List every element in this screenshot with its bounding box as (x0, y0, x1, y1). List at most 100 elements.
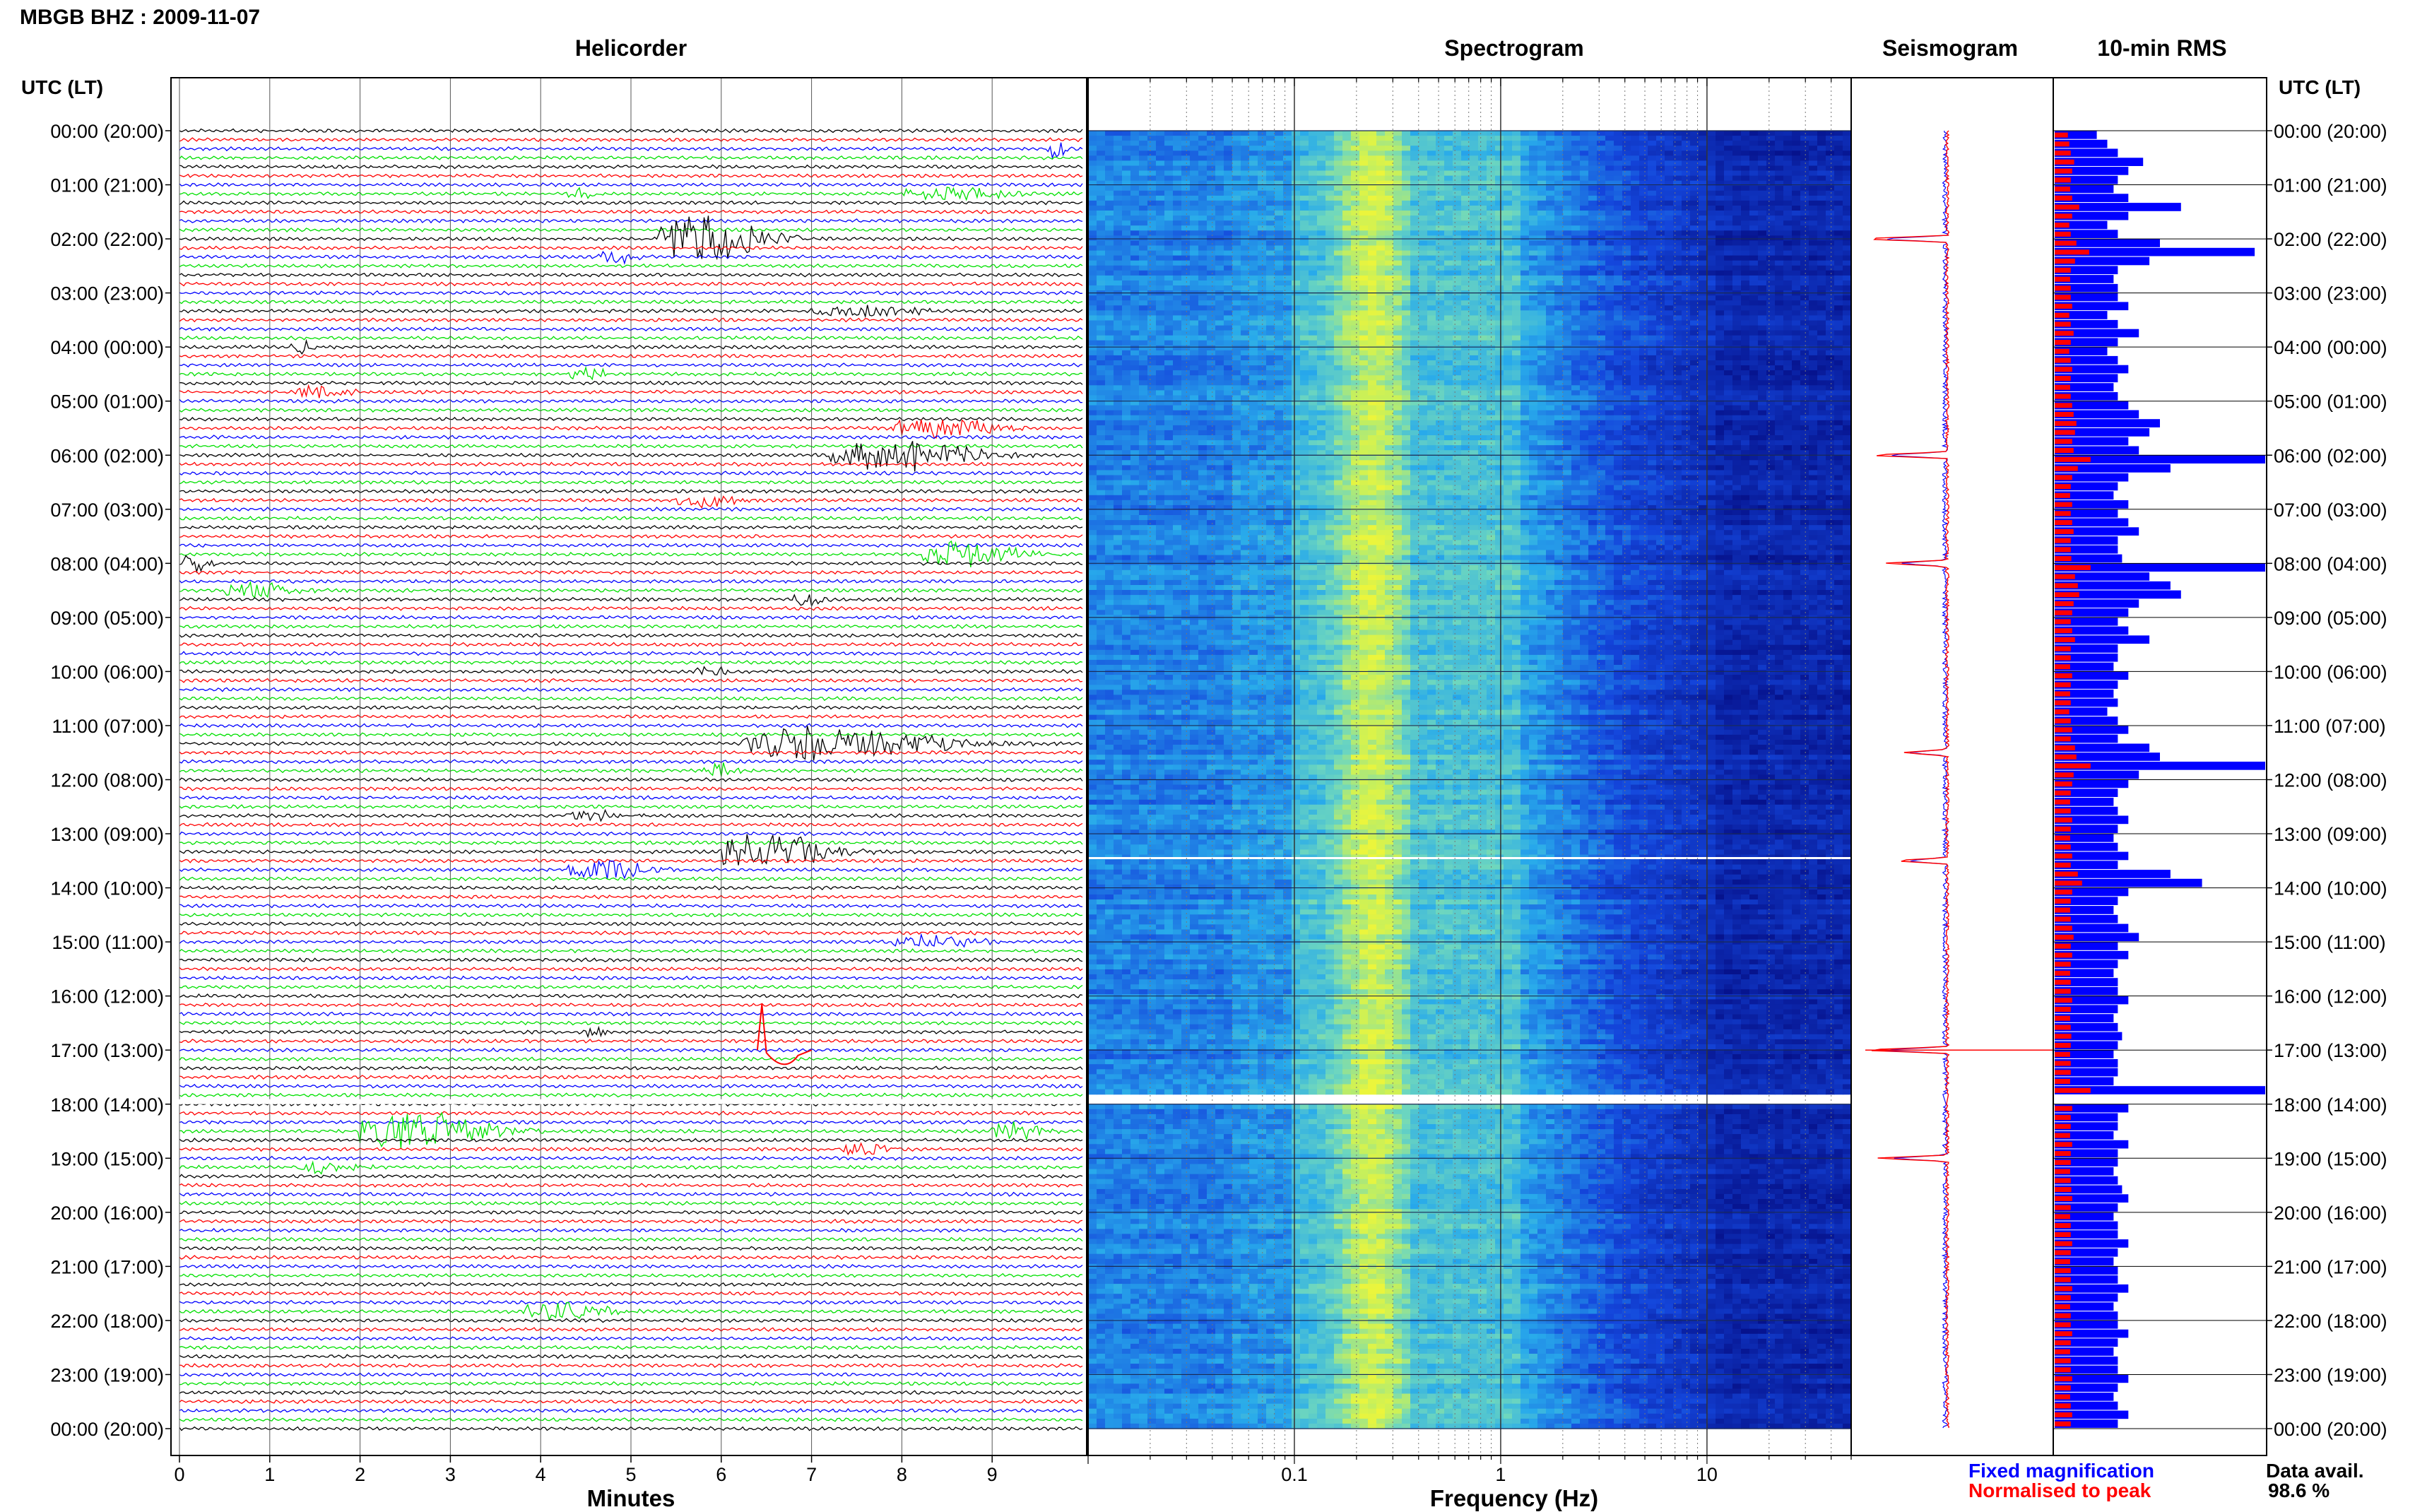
spectrogram-cell (1529, 136, 1538, 141)
spectrogram-cell (1198, 150, 1208, 156)
spectrogram-cell (1817, 150, 1826, 156)
spectrogram-cell (1317, 181, 1326, 187)
spectrogram-cell (1181, 141, 1191, 146)
spectrogram-cell (1563, 160, 1572, 166)
spectrogram-cell (1266, 131, 1275, 136)
spectrogram-cell (1648, 166, 1657, 172)
spectrogram-cell (1266, 160, 1275, 166)
spectrogram-cell (1325, 146, 1335, 151)
spectrogram-cell (1130, 146, 1140, 151)
spectrogram-cell (1614, 146, 1623, 151)
spectrogram-cell (1393, 160, 1403, 166)
spectrogram-cell (1673, 176, 1682, 182)
spectrogram-cell (1139, 155, 1148, 161)
spectrogram-cell (1368, 141, 1377, 146)
spectrogram-cell (1512, 155, 1521, 161)
spectrogram-cell (1597, 160, 1606, 166)
spectrogram-cell (1571, 186, 1581, 191)
spectrogram-cell (1402, 171, 1411, 177)
spectrogram-cell (1266, 155, 1275, 161)
spectrogram-cell (1571, 131, 1581, 136)
spectrogram-cell (1105, 176, 1114, 182)
spectrogram-cell (1309, 171, 1318, 177)
spectrogram-cell (1164, 181, 1174, 187)
spectrogram-cell (1792, 146, 1801, 151)
spectrogram-cell (1537, 155, 1547, 161)
spectrogram-cell (1444, 146, 1453, 151)
spectrogram-cell (1571, 160, 1581, 166)
spectrogram-cell (1656, 155, 1665, 161)
spectrogram-cell (1309, 146, 1318, 151)
spectrogram-cell (1114, 136, 1123, 141)
spectrogram-cell (1809, 181, 1818, 187)
spectrogram-cell (1614, 131, 1623, 136)
spectrogram-cell (1156, 186, 1165, 191)
spectrogram-cell (1699, 136, 1708, 141)
spectrogram-cell (1732, 150, 1742, 156)
spectrogram-cell (1478, 146, 1487, 151)
spectrogram-cell (1546, 155, 1555, 161)
spectrogram-cell (1139, 160, 1148, 166)
spectrogram-cell (1419, 136, 1428, 141)
spectrogram-cell (1758, 166, 1767, 172)
spectrogram-cell (1605, 131, 1614, 136)
spectrogram-cell (1122, 141, 1131, 146)
spectrogram-cell (1622, 155, 1631, 161)
spectrogram-cell (1198, 181, 1208, 187)
spectrogram-cell (1325, 176, 1335, 182)
spectrogram-cell (1444, 150, 1453, 156)
spectrogram-cell (1504, 166, 1513, 172)
spectrogram-cell (1546, 181, 1555, 187)
spectrogram-cell (1724, 181, 1733, 187)
spectrogram-cell (1410, 176, 1419, 182)
spectrogram-cell (1342, 146, 1352, 151)
spectrogram-cell (1792, 131, 1801, 136)
spectrogram-cell (1190, 141, 1199, 146)
spectrogram-cell (1478, 160, 1487, 166)
spectrogram-cell (1580, 146, 1589, 151)
spectrogram-cell (1834, 181, 1843, 187)
spectrogram-cell (1639, 150, 1648, 156)
spectrogram-cell (1588, 160, 1598, 166)
spectrogram-cell (1783, 155, 1793, 161)
spectrogram-cell (1478, 131, 1487, 136)
spectrogram-cell (1724, 146, 1733, 151)
spectrogram-cell (1410, 155, 1419, 161)
spectrogram-cell (1453, 181, 1462, 187)
spectrogram-cell (1614, 150, 1623, 156)
spectrogram-cell (1826, 136, 1835, 141)
spectrogram-cell (1673, 141, 1682, 146)
spectrogram-cell (1631, 181, 1640, 187)
spectrogram-cell (1275, 181, 1284, 187)
spectrogram-cell (1427, 141, 1436, 146)
spectrogram-cell (1436, 186, 1445, 191)
spectrogram-cell (1215, 171, 1224, 177)
spectrogram-cell (1504, 186, 1513, 191)
spectrogram-cell (1342, 176, 1352, 182)
spectrogram-cell (1478, 171, 1487, 177)
spectrogram-cell (1554, 131, 1564, 136)
spectrogram-cell (1147, 186, 1157, 191)
spectrogram-cell (1673, 155, 1682, 161)
spectrogram-cell (1232, 186, 1241, 191)
spectrogram-cell (1241, 181, 1250, 187)
spectrogram-cell (1758, 171, 1767, 177)
spectrogram-cell (1775, 181, 1784, 187)
spectrogram-cell (1342, 166, 1352, 172)
spectrogram-cell (1461, 166, 1470, 172)
spectrogram-cell (1622, 146, 1631, 151)
spectrogram-cell (1317, 176, 1326, 182)
spectrogram-cell (1453, 131, 1462, 136)
spectrogram-cell (1554, 166, 1564, 172)
spectrogram-cell (1266, 171, 1275, 177)
spectrogram-cell (1317, 160, 1326, 166)
spectrogram-cell (1249, 146, 1258, 151)
spectrogram-cell (1088, 131, 1097, 136)
spectrogram-cell (1275, 160, 1284, 166)
spectrogram-cell (1410, 160, 1419, 166)
spectrogram-cell (1792, 150, 1801, 156)
spectrogram-cell (1495, 131, 1504, 136)
spectrogram-cell (1707, 181, 1716, 187)
spectrogram-cell (1342, 186, 1352, 191)
spectrogram-cell (1741, 181, 1750, 187)
